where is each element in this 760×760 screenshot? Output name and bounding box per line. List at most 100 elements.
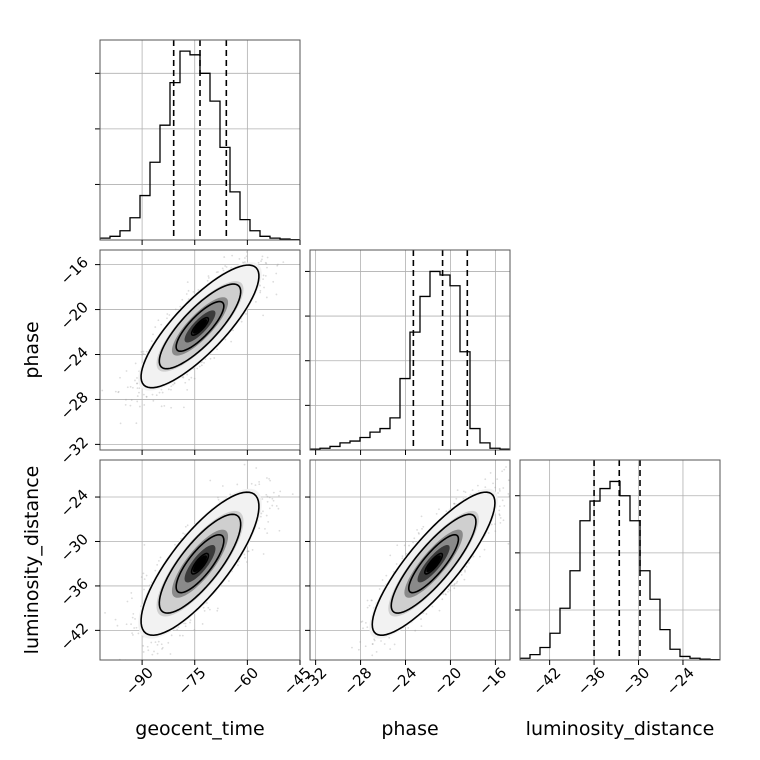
sample-point xyxy=(193,628,196,631)
sample-point xyxy=(156,563,159,566)
sample-point xyxy=(479,555,481,558)
sample-point xyxy=(135,422,138,425)
sample-point xyxy=(265,296,268,299)
sample-point xyxy=(140,350,143,353)
sample-point xyxy=(371,654,374,657)
sample-point xyxy=(256,243,258,245)
sample-point xyxy=(138,405,141,408)
sample-point xyxy=(145,574,148,577)
sample-point xyxy=(125,623,128,626)
sample-point xyxy=(114,390,117,393)
y-tick-label-luminosity_distance: −24 xyxy=(57,486,92,521)
sample-point xyxy=(464,569,466,572)
x-tick-label-geocent_time: −75 xyxy=(174,664,209,699)
panel-frame xyxy=(99,249,301,451)
sample-point xyxy=(128,664,130,666)
sample-point xyxy=(463,578,466,581)
sample-point xyxy=(223,256,226,258)
histogram-phase xyxy=(310,270,510,450)
sample-point xyxy=(154,326,157,328)
contour-1.0-sigma xyxy=(158,283,242,370)
sample-point xyxy=(152,333,154,336)
sample-point xyxy=(145,350,148,353)
sample-point xyxy=(422,525,425,528)
sample-point xyxy=(205,602,208,604)
sample-point xyxy=(209,357,212,360)
sample-point xyxy=(159,556,162,559)
sample-point xyxy=(269,479,272,482)
sample-point xyxy=(441,598,444,601)
sample-point xyxy=(179,634,181,637)
contour-0.5-sigma xyxy=(140,491,260,637)
sample-point xyxy=(243,463,246,466)
sample-point xyxy=(172,383,174,386)
sample-point xyxy=(246,550,249,553)
sample-point xyxy=(140,576,143,578)
sample-point xyxy=(153,650,155,653)
sample-point xyxy=(184,625,187,628)
sample-point xyxy=(138,391,140,394)
sample-point xyxy=(170,385,173,388)
sample-point xyxy=(503,504,506,507)
sample-point xyxy=(364,622,367,624)
sample-point xyxy=(276,264,279,267)
sample-point xyxy=(176,628,179,631)
sample-point xyxy=(455,582,458,584)
sample-point xyxy=(262,553,265,555)
sample-point xyxy=(401,555,404,558)
sample-point xyxy=(243,553,246,556)
sample-point xyxy=(272,280,275,283)
sample-point xyxy=(196,367,199,370)
sample-point xyxy=(261,255,264,258)
marginal-panel-geocent_time xyxy=(95,39,301,241)
sample-point xyxy=(216,348,218,351)
sample-point xyxy=(136,387,139,390)
sample-point xyxy=(250,482,253,485)
sample-point xyxy=(163,404,166,407)
sample-point xyxy=(262,314,265,317)
sample-point xyxy=(496,478,499,481)
sample-point xyxy=(453,583,456,586)
sample-point xyxy=(498,488,501,490)
sample-point xyxy=(449,589,452,592)
x-tick-label-luminosity_distance: −24 xyxy=(663,664,698,699)
sample-point xyxy=(251,549,254,551)
sample-point xyxy=(263,286,265,289)
sample-point xyxy=(227,580,230,582)
sample-point xyxy=(173,382,176,385)
sample-point xyxy=(262,274,265,277)
sample-point xyxy=(502,487,505,489)
x-tick-label-geocent_time: −60 xyxy=(227,664,262,699)
x-tick-label-luminosity_distance: −42 xyxy=(529,664,564,699)
joint-panel-phase-vs-luminosity_distance xyxy=(309,459,511,661)
sample-point xyxy=(130,399,133,401)
sample-point xyxy=(502,519,505,522)
sample-point xyxy=(132,634,134,636)
sample-point xyxy=(420,515,423,518)
sample-point xyxy=(494,530,497,533)
sample-point xyxy=(499,517,502,519)
sample-point xyxy=(160,405,163,408)
sample-point xyxy=(245,251,248,253)
sample-point xyxy=(483,548,486,551)
sample-point xyxy=(166,313,169,315)
sample-point xyxy=(217,496,219,499)
sample-point xyxy=(181,634,184,637)
sample-point xyxy=(462,490,465,493)
sample-point xyxy=(134,618,136,620)
sample-point xyxy=(216,609,219,612)
sample-point xyxy=(119,376,121,379)
sample-point xyxy=(460,574,463,576)
sample-point xyxy=(507,493,510,495)
sample-point xyxy=(133,627,136,629)
sample-point xyxy=(484,478,487,481)
sample-point xyxy=(160,323,163,326)
sample-point xyxy=(186,524,189,527)
sample-point xyxy=(385,574,388,577)
sample-point xyxy=(200,364,203,367)
sample-point xyxy=(266,495,269,498)
sample-point xyxy=(396,544,399,547)
sample-point xyxy=(221,267,224,270)
contour-2.0-sigma xyxy=(190,552,210,575)
sample-point xyxy=(243,261,246,263)
